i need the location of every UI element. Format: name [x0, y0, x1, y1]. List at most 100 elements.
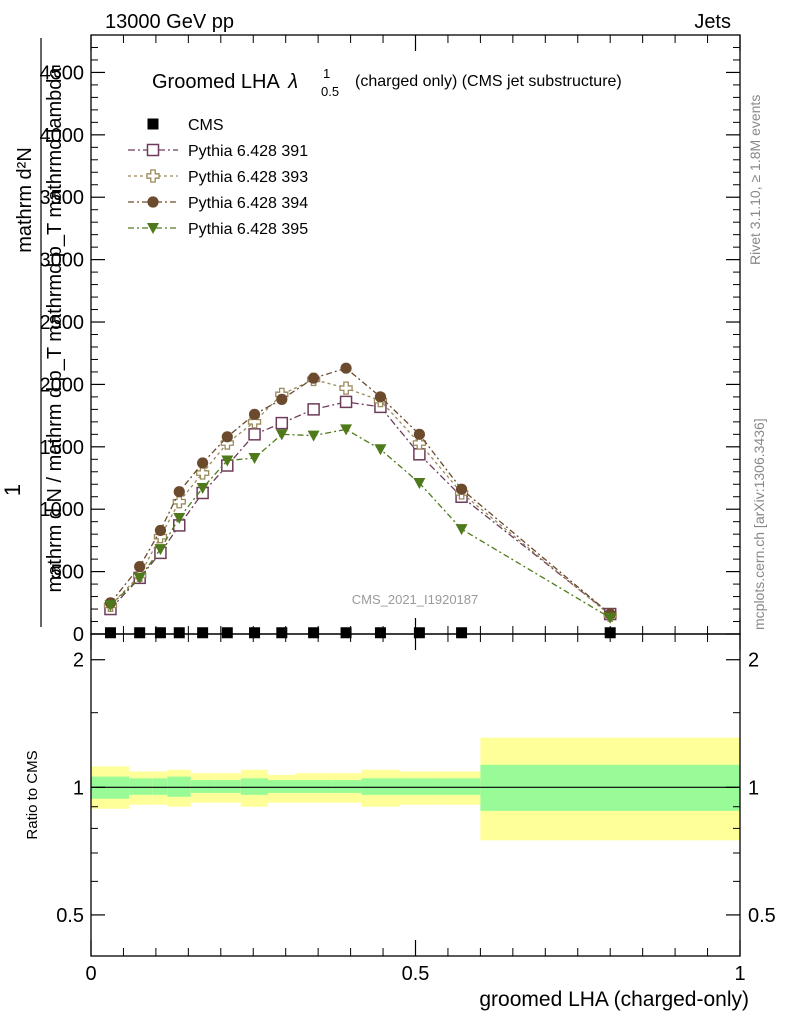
legend-label: CMS [188, 117, 224, 134]
plot-title: Groomed LHA λ [152, 71, 298, 93]
mcplots-label: mcplots.cern.ch [arXiv:1306.3436] [751, 418, 767, 630]
ratio-y-tick-label: 1 [73, 777, 84, 799]
legend-item-p391: Pythia 6.428 391 [128, 143, 308, 160]
title-sup: 1 [323, 66, 330, 81]
title-sub: 0.5 [321, 84, 339, 99]
ratio-band-inner [190, 780, 215, 793]
header-left: 13000 GeV pp [105, 11, 234, 33]
ratio-y-tick-label-right: 0.5 [748, 905, 776, 927]
data-point-p394 [221, 431, 233, 443]
ratio-y-tick-label-right: 1 [748, 777, 759, 799]
ratio-bands [91, 737, 740, 841]
legend-marker [147, 196, 159, 208]
data-point-cms [374, 627, 386, 639]
ratio-y-tick-label: 2 [73, 650, 84, 672]
ratio-band-inner [432, 778, 481, 795]
data-point-cms [104, 627, 116, 639]
data-point-p395 [221, 455, 234, 467]
ratio-band-inner [167, 776, 191, 797]
series-layer [103, 362, 617, 639]
data-point-p393 [412, 436, 427, 450]
data-point-p391 [339, 395, 353, 409]
main-y-label: 1 mathrm d²N mathrm d N / mathrm d p_T m… [0, 38, 66, 627]
data-point-cms [413, 627, 425, 639]
ratio-y-tick-label-right: 2 [748, 650, 759, 672]
data-point-p395 [248, 453, 261, 465]
main-y-tick-label: 500 [51, 562, 84, 584]
data-point-p393 [247, 415, 262, 429]
data-point-p394 [134, 561, 146, 573]
ratio-y-axis: 0.5 0.5 1 1 2 2 [56, 650, 776, 927]
data-point-cms [154, 627, 166, 639]
legend-label: Pythia 6.428 394 [188, 195, 308, 212]
ylabel-frac-denominator: mathrm d N / mathrm d p_T mathrmd p_T ma… [44, 67, 66, 593]
series-p395 [104, 424, 617, 624]
ratio-y-label: Ratio to CMS [24, 750, 41, 839]
legend-label: Pythia 6.428 395 [188, 221, 308, 238]
data-point-p391 [248, 428, 261, 441]
data-point-p395 [413, 478, 426, 490]
legend: CMS Pythia 6.428 391 Pythia 6.428 393 Pythi… [128, 117, 308, 238]
data-point-p395 [604, 612, 617, 624]
title-suffix: (charged only) (CMS jet substructure) [355, 73, 622, 90]
legend-item-p394: Pythia 6.428 394 [128, 195, 308, 212]
data-point-cms [249, 627, 261, 639]
data-point-p394 [455, 483, 468, 495]
x-tick-label: 1 [734, 963, 745, 985]
series-line-p394 [109, 367, 611, 615]
main-y-tick-label: 0 [73, 624, 84, 646]
data-point-p394 [340, 362, 352, 374]
ratio-band-inner [331, 780, 362, 793]
data-point-cms [197, 627, 209, 639]
data-point-p393 [339, 381, 353, 395]
ratio-band-inner [361, 778, 401, 795]
x-tick-label: 0.5 [402, 963, 430, 985]
data-point-p395 [104, 600, 117, 612]
main-y-tick-label: 4000 [40, 125, 85, 147]
data-point-p394 [276, 393, 288, 405]
legend-marker [146, 143, 160, 157]
legend-marker [147, 118, 159, 130]
data-point-p394 [197, 457, 209, 469]
main-y-tick-label: 3500 [40, 187, 85, 209]
data-point-p395 [275, 429, 288, 441]
ratio-band-inner [240, 778, 268, 795]
series-line-p395 [110, 428, 611, 619]
data-point-p395 [340, 424, 353, 436]
data-point-p394 [154, 524, 167, 537]
main-y-tick-label: 1500 [40, 437, 85, 459]
ratio-band-inner [267, 780, 296, 793]
legend-label: Pythia 6.428 393 [188, 169, 308, 186]
data-point-p395 [307, 430, 320, 442]
data-point-p394 [413, 428, 425, 440]
legend-item-p393: Pythia 6.428 393 [128, 169, 308, 186]
x-axis-label: groomed LHA (charged-only) [479, 988, 749, 1011]
ylabel-frac-numerator: mathrm d²N [14, 147, 36, 253]
data-point-cms [173, 627, 185, 639]
data-point-cms [456, 627, 468, 639]
main-y-tick-label: 2000 [40, 374, 85, 396]
rivet-label: Rivet 3.1.10, ≥ 1.8M events [747, 95, 763, 265]
ratio-band-inner [295, 780, 332, 793]
title-main: Groomed LHA [152, 71, 280, 93]
main-y-tick-label: 2500 [40, 312, 85, 334]
data-point-p394 [248, 408, 261, 420]
header-right: Jets [694, 11, 731, 33]
data-point-cms [276, 627, 288, 639]
main-y-tick-label: 4500 [40, 62, 85, 84]
main-y-tick-label: 1000 [40, 499, 85, 521]
data-point-p393 [172, 495, 186, 509]
series-cms [104, 627, 616, 639]
main-y-axis: 0 500 1000 1500 2000 2500 3000 3500 4000 4500 [40, 34, 740, 646]
ratio-band-inner [129, 778, 153, 795]
legend-item-p395: Pythia 6.428 395 [128, 221, 308, 238]
x-tick-label: 0 [85, 963, 96, 985]
data-point-p395 [196, 482, 209, 494]
ratio-band-inner [400, 778, 433, 795]
ratio-band-inner [214, 780, 241, 793]
data-point-p391 [413, 448, 426, 461]
main-y-tick-label: 3000 [40, 250, 85, 272]
ratio-band-inner [152, 778, 168, 795]
